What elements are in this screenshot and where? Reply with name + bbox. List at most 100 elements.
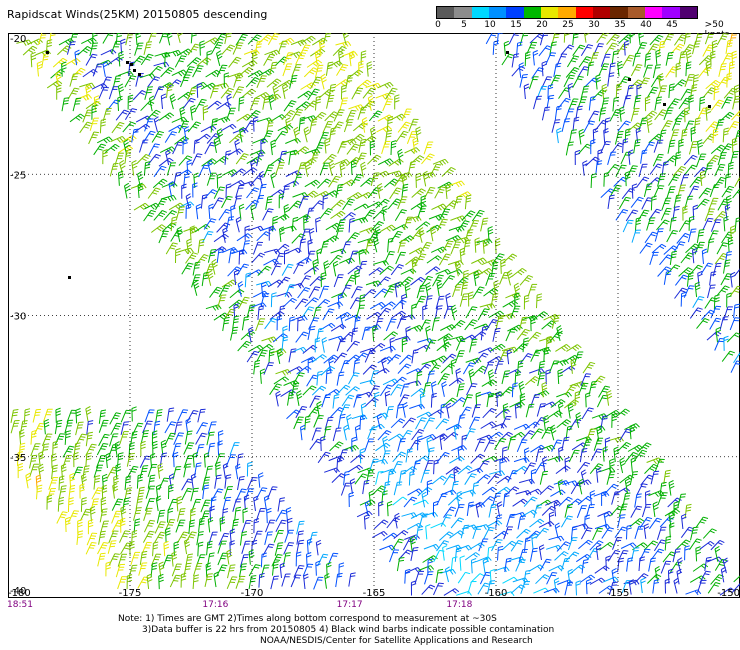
wind-barb-feather	[339, 371, 345, 374]
wind-barb	[256, 231, 267, 242]
wind-barb-feather	[252, 54, 258, 57]
wind-barb	[158, 82, 171, 90]
wind-barb	[61, 63, 63, 77]
wind-barb-feather	[382, 95, 386, 100]
wind-barb	[401, 185, 404, 199]
wind-barb-feather	[294, 129, 299, 134]
wind-barb-feather	[77, 115, 83, 120]
wind-barb-feather	[60, 69, 65, 73]
wind-barb-feather	[250, 168, 256, 173]
wind-barb-feather	[212, 306, 217, 311]
wind-barb-feather	[176, 79, 182, 83]
wind-barb-feather	[315, 286, 321, 289]
wind-barb	[247, 70, 260, 78]
wind-barb	[252, 137, 265, 144]
wind-barb	[319, 208, 329, 220]
wind-barb	[358, 251, 361, 265]
wind-barb-feather	[250, 181, 255, 186]
wind-barb-feather	[421, 253, 427, 256]
wind-barb-feather	[384, 84, 389, 89]
wind-barb	[397, 196, 403, 210]
wind-barb-feather	[180, 111, 186, 116]
wind-barb-feather	[318, 330, 324, 333]
wind-barb-feather	[155, 153, 161, 157]
wind-barb	[348, 219, 351, 233]
wind-barb-feather	[333, 178, 340, 181]
wind-barb-feather	[293, 225, 297, 231]
wind-barb	[185, 196, 190, 210]
wind-barb-feather	[128, 100, 134, 103]
wind-barb-feather	[370, 145, 376, 149]
wind-barb-feather	[146, 56, 152, 59]
wind-barb-feather	[349, 50, 355, 54]
wind-barb	[243, 49, 257, 55]
wind-barb-feather	[300, 149, 305, 154]
wind-barb	[375, 198, 386, 209]
wind-barb-feather	[347, 140, 352, 146]
wind-barb-feather	[28, 49, 34, 53]
wind-barb-feather	[538, 451, 544, 453]
wind-barb	[124, 108, 133, 120]
wind-barb	[283, 100, 292, 112]
wind-barb-feather	[224, 103, 230, 108]
wind-barb	[368, 110, 378, 122]
wind-barb	[270, 263, 278, 276]
wind-barb-feather	[170, 133, 176, 136]
wind-barb-feather	[328, 97, 334, 100]
wind-barb	[304, 297, 315, 308]
wind-barb	[264, 49, 277, 56]
wind-barb-feather	[212, 264, 218, 268]
wind-barb-feather	[188, 100, 194, 103]
wind-barb	[88, 131, 95, 145]
wind-barb-feather	[410, 163, 416, 166]
wind-barb	[536, 295, 538, 309]
wind-barb-feather	[432, 172, 436, 177]
wind-barb	[204, 264, 211, 277]
wind-barb-feather	[442, 493, 448, 495]
wind-barb	[269, 157, 281, 167]
wind-barb-feather	[492, 298, 498, 301]
wind-barb-feather	[498, 315, 505, 317]
wind-barb-feather	[215, 289, 221, 292]
wind-barb	[241, 59, 254, 68]
wind-barb-feather	[176, 144, 182, 146]
wind-barb-feather	[443, 211, 449, 213]
wind-barb-feather	[372, 158, 378, 162]
wind-barb	[379, 265, 390, 275]
wind-barb	[415, 221, 427, 231]
wind-barb-feather	[224, 233, 229, 238]
wind-barb-feather	[82, 49, 88, 54]
wind-barb-feather	[302, 49, 308, 52]
wind-barb-feather	[368, 469, 375, 471]
wind-barb-feather	[267, 195, 273, 198]
wind-barb	[419, 171, 433, 177]
scale-label: 5	[461, 20, 467, 30]
wind-barb-feather	[284, 82, 289, 87]
wind-barb	[207, 273, 212, 286]
wind-barb-feather	[388, 226, 394, 231]
wind-barb	[373, 260, 386, 265]
wind-barb-feather	[233, 326, 239, 329]
wind-barb	[432, 274, 440, 287]
wind-barb-feather	[395, 284, 401, 288]
wind-barb	[261, 284, 264, 298]
wind-barb-feather	[426, 278, 432, 281]
wind-barb-feather	[144, 202, 150, 207]
wind-barb-feather	[100, 124, 106, 127]
wind-barb-feather	[359, 133, 365, 138]
wind-barb	[338, 52, 341, 66]
wind-barb-feather	[191, 254, 197, 258]
wind-barb	[283, 180, 296, 188]
wind-barb	[121, 135, 133, 143]
wind-barb-feather	[440, 224, 446, 226]
wind-barb-feather	[272, 215, 278, 219]
wind-barb	[355, 152, 363, 165]
wind-barb-feather	[397, 461, 403, 463]
wind-barb-feather	[299, 54, 305, 57]
wind-barb-feather	[415, 158, 421, 163]
wind-barb-feather	[339, 55, 345, 59]
wind-barb-feather	[341, 66, 347, 69]
wind-barb-feather	[327, 67, 333, 70]
wind-barb	[93, 143, 102, 156]
wind-barb	[352, 122, 364, 132]
